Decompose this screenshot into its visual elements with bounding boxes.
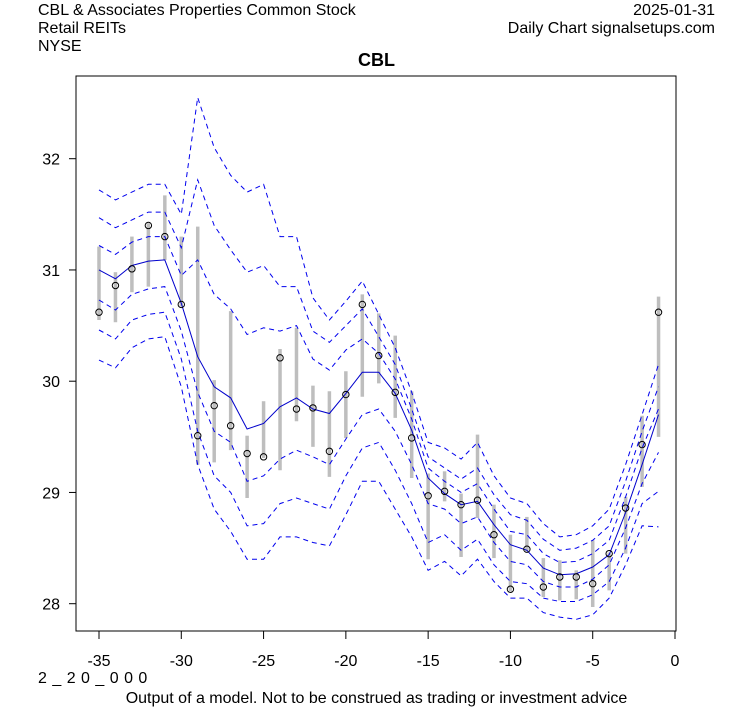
close-point — [276, 354, 284, 362]
band-lines — [98, 97, 659, 620]
close-point — [342, 390, 350, 399]
close-point — [210, 401, 218, 410]
x-tick-label: 0 — [671, 653, 680, 670]
close-point — [589, 579, 597, 588]
y-tick-label: 28 — [42, 597, 60, 614]
close-points — [95, 221, 663, 593]
close-point — [473, 496, 482, 504]
close-point — [424, 492, 432, 500]
y-tick-label: 29 — [42, 485, 60, 502]
close-point — [358, 300, 367, 309]
band-line-lower-1 — [98, 286, 659, 588]
sector-label: Retail REITs — [38, 20, 127, 37]
band-line-upper-3 — [98, 97, 659, 538]
x-tick-label: -35 — [87, 653, 110, 670]
close-point — [523, 545, 531, 553]
close-point — [506, 585, 515, 593]
close-point — [259, 453, 268, 461]
band-line-upper-2 — [98, 178, 659, 551]
close-point — [309, 404, 317, 412]
y-tick-label: 32 — [42, 152, 60, 169]
close-point — [226, 422, 235, 430]
close-point — [243, 449, 251, 458]
close-point — [128, 265, 136, 273]
close-point — [95, 308, 103, 316]
close-point — [325, 447, 334, 455]
chart-source: Daily Chart signalsetups.com — [507, 20, 715, 37]
close-point — [605, 549, 613, 558]
plot-frame — [75, 75, 677, 632]
close-point — [556, 573, 564, 581]
close-point — [292, 405, 301, 413]
close-point — [177, 300, 185, 309]
close-point — [194, 432, 202, 440]
close-point — [490, 531, 498, 539]
chart-title: CBL — [358, 50, 395, 70]
x-tick-label: -30 — [170, 653, 193, 670]
close-point — [161, 232, 169, 241]
close-point — [638, 440, 646, 449]
x-axis: -35 -30 -25 -20 -15 -10 -5 0 — [87, 631, 680, 670]
company-name: CBL & Associates Properties Common Stock — [38, 2, 356, 19]
x-tick-label: -25 — [252, 653, 275, 670]
band-line-upper-1 — [98, 236, 659, 564]
x-tick-label: -15 — [417, 653, 440, 670]
close-point — [621, 504, 630, 512]
y-tick-label: 31 — [42, 263, 60, 280]
model-code: 2 _ 2 0 _ 0 0 0 — [38, 670, 148, 687]
close-point — [654, 308, 663, 316]
close-point — [111, 281, 120, 290]
close-point — [572, 573, 580, 581]
x-tick-label: -20 — [334, 653, 357, 670]
center-line — [98, 259, 659, 576]
y-tick-label: 30 — [42, 374, 60, 391]
chart-date: 2025-01-31 — [633, 2, 715, 19]
close-point — [407, 434, 416, 442]
close-point — [391, 388, 399, 397]
close-point — [375, 351, 383, 360]
range-bars — [97, 195, 661, 608]
exchange-label: NYSE — [38, 38, 82, 55]
close-point — [440, 487, 449, 496]
close-point — [457, 500, 465, 509]
y-axis: 28 29 30 31 32 — [42, 152, 76, 614]
band-line-lower-2 — [98, 311, 659, 602]
close-point — [539, 583, 548, 591]
x-tick-label: -5 — [586, 653, 600, 670]
disclaimer: Output of a model. Not to be construed a… — [125, 690, 628, 707]
close-point — [144, 221, 153, 230]
x-tick-label: -10 — [499, 653, 522, 670]
